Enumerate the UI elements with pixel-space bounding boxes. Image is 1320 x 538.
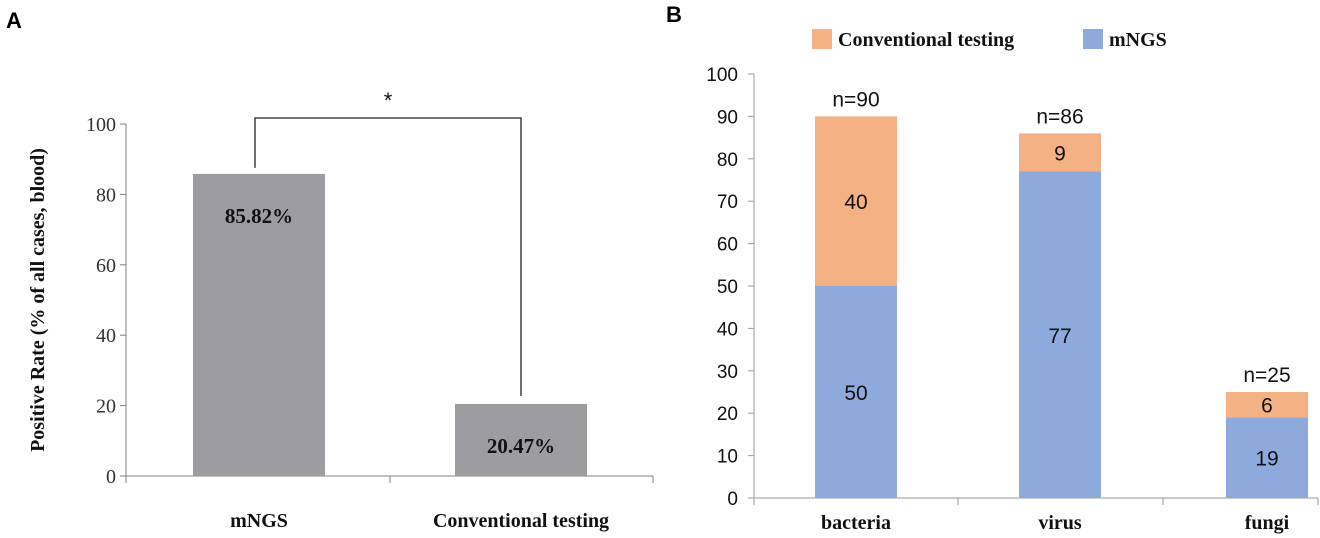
- y-tick-label: 20: [717, 404, 738, 425]
- panel-b: B 0 10 20 30 40 50 60 70 80 90 100 50 40 n=90 bacteria 7…: [666, 2, 1319, 534]
- y-tick-label: 60: [717, 235, 738, 256]
- data-label: 50: [844, 382, 867, 405]
- y-tick-label: 20: [96, 396, 116, 418]
- bar-segment: [1226, 417, 1308, 498]
- y-tick-label: 60: [96, 255, 116, 277]
- y-tick-label: 80: [717, 150, 738, 171]
- x-tick-label: fungi: [1245, 512, 1290, 534]
- y-tick-label: 10: [717, 447, 738, 468]
- bar-segment: [1226, 392, 1308, 418]
- y-tick-label: 80: [96, 184, 116, 206]
- x-tick-label: Conventional testing: [433, 510, 609, 532]
- panel-a: A 0 20 40 60 80 100 85.82% mNGS 20.47% Conventiona…: [6, 8, 654, 532]
- y-tick-label: 30: [717, 362, 738, 383]
- bar-segment: [815, 286, 897, 498]
- bar-segment: [1019, 133, 1101, 172]
- bar: [455, 403, 587, 476]
- data-label: 77: [1048, 325, 1071, 348]
- legend-label: Conventional testing: [838, 29, 1014, 51]
- data-label: 20.47%: [487, 434, 555, 458]
- panel-letter: B: [666, 2, 682, 27]
- y-axis-label: Positive Rate (% of all cases, blood): [27, 148, 49, 452]
- y-tick-label: 90: [717, 107, 738, 128]
- bar-segment: [815, 116, 897, 287]
- data-label: 40: [844, 191, 867, 214]
- bar: [193, 173, 325, 476]
- y-tick-label: 40: [96, 325, 116, 347]
- x-tick-label: mNGS: [230, 510, 288, 532]
- y-tick-label: 100: [706, 65, 738, 86]
- significance-marker: *: [384, 88, 393, 113]
- y-tick-label: 0: [106, 466, 116, 488]
- panel-letter: A: [6, 8, 22, 33]
- total-label: n=86: [1036, 105, 1083, 128]
- y-tick-label: 40: [717, 319, 738, 340]
- x-tick-label: bacteria: [821, 512, 891, 534]
- y-tick-label: 100: [86, 114, 116, 136]
- data-label: 9: [1054, 142, 1066, 165]
- y-tick-label: 0: [727, 489, 738, 510]
- y-tick-label: 50: [717, 277, 738, 298]
- bar-segment: [1019, 171, 1101, 498]
- legend-swatch: [812, 29, 832, 49]
- x-tick-label: virus: [1038, 512, 1082, 534]
- data-label: 85.82%: [225, 204, 293, 228]
- total-label: n=25: [1243, 364, 1290, 387]
- data-label: 19: [1255, 448, 1278, 471]
- y-tick-label: 70: [717, 192, 738, 213]
- legend-swatch: [1083, 29, 1103, 49]
- legend-label: mNGS: [1109, 29, 1167, 51]
- significance-bracket: [254, 117, 522, 396]
- total-label: n=90: [832, 88, 879, 111]
- data-label: 6: [1261, 395, 1273, 418]
